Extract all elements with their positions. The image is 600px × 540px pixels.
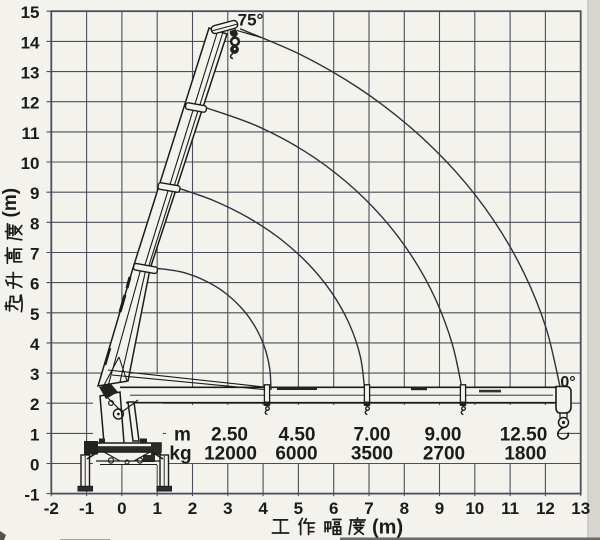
svg-text:14: 14 bbox=[21, 33, 40, 52]
svg-text:-1: -1 bbox=[24, 486, 39, 505]
svg-text:10: 10 bbox=[21, 154, 40, 173]
svg-text:(m): (m) bbox=[0, 188, 21, 218]
svg-text:7: 7 bbox=[30, 245, 39, 264]
svg-text:11: 11 bbox=[22, 124, 40, 143]
svg-text:4: 4 bbox=[258, 499, 268, 518]
svg-text:m: m bbox=[174, 425, 191, 446]
svg-text:12: 12 bbox=[21, 94, 40, 113]
svg-text:4.50: 4.50 bbox=[279, 425, 316, 446]
svg-text:12: 12 bbox=[536, 499, 555, 518]
svg-text:9: 9 bbox=[30, 184, 39, 203]
svg-text:12.50: 12.50 bbox=[500, 425, 548, 446]
svg-text:5: 5 bbox=[30, 305, 39, 324]
svg-text:6: 6 bbox=[30, 275, 39, 294]
svg-text:13: 13 bbox=[571, 499, 590, 518]
svg-text:3500: 3500 bbox=[351, 444, 393, 465]
svg-text:-2: -2 bbox=[44, 499, 59, 518]
svg-text:8: 8 bbox=[30, 214, 39, 233]
svg-text:7: 7 bbox=[364, 499, 373, 518]
svg-text:75°: 75° bbox=[238, 11, 264, 30]
svg-text:5: 5 bbox=[294, 499, 303, 518]
svg-text:kg: kg bbox=[169, 444, 191, 465]
svg-text:1: 1 bbox=[30, 425, 39, 444]
svg-text:11: 11 bbox=[501, 499, 519, 518]
svg-text:3: 3 bbox=[30, 365, 39, 384]
svg-text:0: 0 bbox=[30, 456, 39, 475]
svg-text:13: 13 bbox=[21, 64, 40, 83]
svg-text:6000: 6000 bbox=[275, 444, 317, 465]
svg-text:-1: -1 bbox=[79, 499, 94, 518]
svg-text:4: 4 bbox=[30, 335, 40, 354]
svg-text:2.50: 2.50 bbox=[211, 425, 248, 446]
svg-text:10: 10 bbox=[465, 499, 484, 518]
svg-text:1: 1 bbox=[152, 499, 161, 518]
svg-text:0: 0 bbox=[117, 499, 126, 518]
svg-text:2: 2 bbox=[30, 395, 39, 414]
svg-text:9: 9 bbox=[435, 499, 444, 518]
svg-text:6: 6 bbox=[329, 499, 338, 518]
svg-text:12000: 12000 bbox=[204, 444, 257, 465]
svg-text:15: 15 bbox=[21, 3, 40, 22]
svg-text:2700: 2700 bbox=[423, 444, 465, 465]
svg-text:9.00: 9.00 bbox=[425, 425, 462, 446]
svg-text:8: 8 bbox=[400, 499, 409, 518]
svg-text:(m): (m) bbox=[372, 517, 403, 539]
svg-text:2: 2 bbox=[188, 499, 197, 518]
svg-text:3: 3 bbox=[223, 499, 232, 518]
svg-text:1800: 1800 bbox=[504, 444, 546, 465]
svg-text:7.00: 7.00 bbox=[354, 425, 391, 446]
svg-text:0°: 0° bbox=[560, 374, 575, 391]
